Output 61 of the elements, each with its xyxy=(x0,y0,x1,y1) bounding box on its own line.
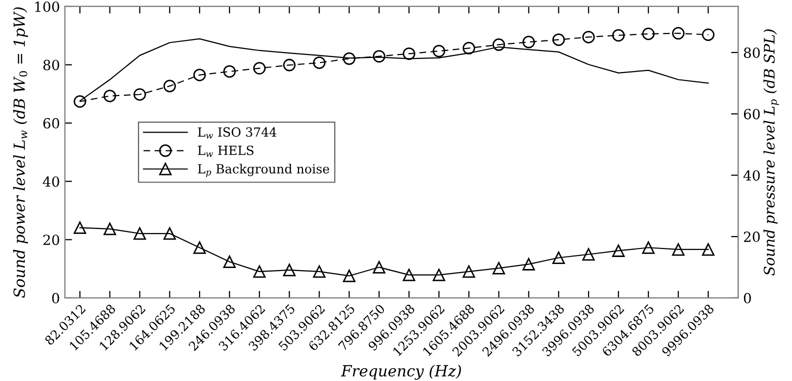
y-axis-title: Sound power level L$_{w}$ (dB W$_{0}$ = 1pW) xyxy=(13,7,28,298)
point xyxy=(462,42,476,54)
point xyxy=(612,244,625,257)
y2-tick-label: 40 xyxy=(743,170,760,181)
point xyxy=(253,265,266,278)
point xyxy=(642,241,655,254)
point xyxy=(104,222,116,236)
point xyxy=(582,248,595,261)
point xyxy=(672,27,685,40)
point xyxy=(372,50,386,63)
y-tick-label: 20 xyxy=(43,234,60,246)
point xyxy=(552,33,565,46)
point xyxy=(702,243,714,256)
y2-tick-label: 60 xyxy=(744,108,760,120)
point xyxy=(432,44,446,58)
point xyxy=(193,68,206,82)
point xyxy=(642,28,655,40)
point xyxy=(163,80,176,92)
point xyxy=(552,252,565,264)
point xyxy=(163,227,176,240)
point xyxy=(193,241,206,254)
point xyxy=(522,258,535,270)
y-tick-label: 60 xyxy=(43,118,60,129)
y-tick-label: 0 xyxy=(52,292,60,304)
y-tick-label: 80 xyxy=(43,60,60,70)
legend-label: L$_{w}$ HELS xyxy=(198,146,254,157)
point xyxy=(133,88,146,101)
y-tick-label: 40 xyxy=(42,176,60,187)
point xyxy=(283,264,296,276)
point xyxy=(522,36,535,48)
point xyxy=(372,261,386,274)
point xyxy=(402,47,416,60)
point xyxy=(74,221,86,234)
point xyxy=(582,30,595,44)
point xyxy=(74,95,86,108)
point xyxy=(612,29,625,42)
y2-tick-label: 20 xyxy=(744,232,760,242)
point xyxy=(253,62,266,75)
y2-tick-label: 80 xyxy=(744,47,760,58)
x-axis-title: Frequency (Hz) xyxy=(340,364,461,380)
point xyxy=(223,255,236,268)
point xyxy=(104,90,116,102)
point xyxy=(492,38,506,51)
point xyxy=(313,56,326,69)
y2-tick-label: 0 xyxy=(744,292,751,304)
point xyxy=(223,65,236,78)
point xyxy=(313,265,326,278)
point xyxy=(283,58,296,72)
legend-label: L$_{p}$ Background noise xyxy=(198,164,330,178)
point xyxy=(492,262,506,274)
point xyxy=(672,243,685,256)
y-tick-label: 100 xyxy=(35,1,60,12)
point xyxy=(133,227,146,240)
point xyxy=(342,270,356,282)
point xyxy=(702,28,714,41)
y2-axis-title: Sound pressure level L$_{p}$ (dB SPL) xyxy=(763,29,779,276)
legend-label: L$_{w}$ ISO 3744 xyxy=(198,127,276,139)
point xyxy=(462,265,476,278)
point xyxy=(432,268,446,282)
point xyxy=(402,268,416,282)
point xyxy=(342,52,356,65)
